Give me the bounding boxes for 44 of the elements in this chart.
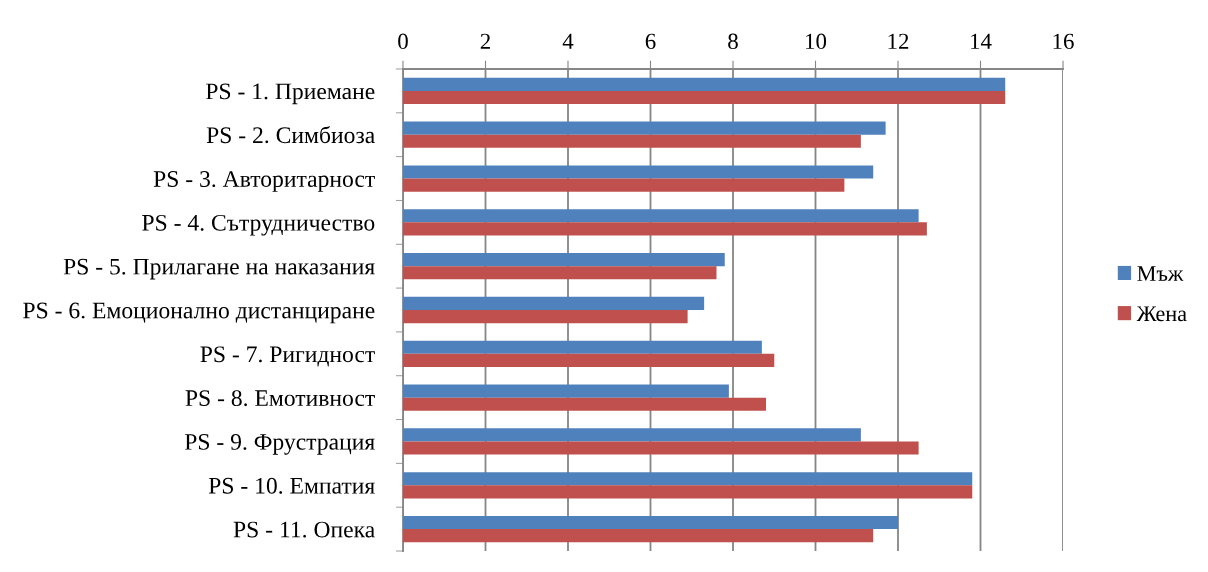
y-tick-label: PS - 7. Ригидност [200,346,375,367]
bar [403,178,845,192]
x-tick-label: 12 [888,33,909,49]
y-tick-label: PS - 5. Прилагане на наказания [63,258,375,280]
bar [403,77,1006,91]
y-tick-label: PS - 3. Авторитарност [153,171,375,192]
bar [403,472,973,486]
x-tick-label: 2 [480,33,490,49]
bar [403,209,919,223]
legend-label: Мъж [1137,266,1184,281]
bar [403,529,874,543]
bar [403,340,762,354]
bar [403,310,688,324]
x-tick-label: 14 [971,33,992,49]
bar [403,485,973,499]
y-tick-label: PS - 9. Фрустрация [184,433,375,455]
bar [403,121,886,135]
bar [403,222,927,236]
y-tick-label: PS - 11. Опека [233,521,375,538]
y-tick-label: PS - 1. Приемане [206,83,375,105]
bar [403,353,775,367]
y-tick-label: PS - 2. Симбиоза [206,126,375,144]
bar [403,296,705,310]
bar [403,90,1006,105]
bar [403,397,766,411]
x-tick-label: 0 [398,33,408,50]
y-tick-label: PS - 6. Емоционално дистанциране [23,302,375,324]
bar [403,266,717,280]
x-tick-label: 4 [562,33,574,49]
bar [403,384,729,398]
x-tick-label: 10 [806,33,827,50]
x-tick-label: 16 [1053,33,1074,50]
x-tick-label: 6 [645,33,656,50]
y-tick-label: PS - 4. Сътрудничество [142,214,375,236]
legend-label: Жена [1136,306,1187,322]
y-tick-label: PS - 10. Емпатия [208,477,375,494]
bar [403,428,861,442]
y-tick-label: PS - 8. Емотивност [185,390,375,407]
bar [403,165,874,179]
bar [403,441,919,455]
bar [403,515,898,530]
bar [403,134,861,148]
x-tick-label: 8 [728,33,738,50]
bar [403,253,725,267]
